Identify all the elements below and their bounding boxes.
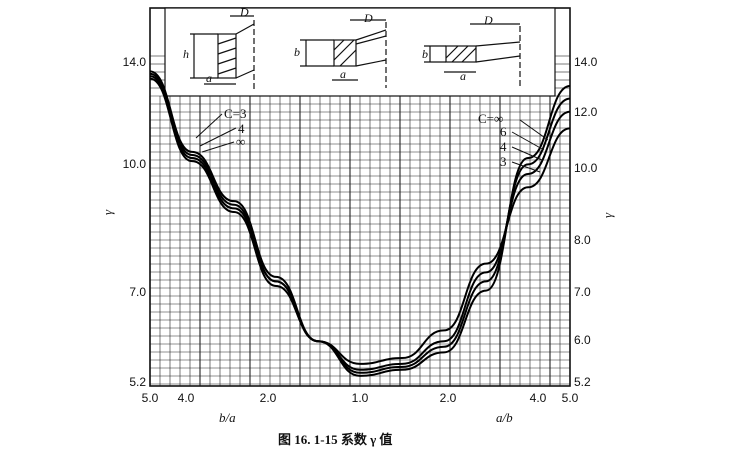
right-curve-label-6: 6 (500, 124, 507, 139)
figure-caption: 图 16. 1-15 系数 γ 值 (278, 432, 392, 447)
y-tick-label-left: 10.0 (123, 157, 147, 171)
y-tick-label-right: 7.0 (574, 285, 591, 299)
y-tick-label-right: 6.0 (574, 333, 591, 347)
y-axis-title-right: γ (600, 212, 615, 218)
inset-sketch-2 (300, 19, 387, 88)
x-tick-label: 1.0 (352, 391, 369, 405)
x-axis-title-right: a/b (496, 410, 513, 425)
series-curves (149, 70, 571, 377)
x-axis-title-left: b/a (219, 410, 236, 425)
inset-sketch-3 (424, 23, 521, 88)
inset-label-a-1: a (206, 71, 212, 85)
left-curve-label-c3: C=3 (224, 106, 247, 121)
inset-label-b-2: b (422, 47, 428, 61)
y-tick-labels-left: 14.0 10.0 7.0 5.2 (123, 55, 147, 389)
y-tick-label-right: 5.2 (574, 375, 591, 389)
y-tick-label-right: 14.0 (574, 55, 598, 69)
right-curve-label-4: 4 (500, 139, 507, 154)
left-curve-label-4: 4 (238, 121, 245, 136)
inset-sketch-1 (190, 15, 255, 90)
y-tick-label-left: 7.0 (129, 285, 146, 299)
right-label-leaders (511, 119, 549, 173)
series-line-3 (149, 70, 571, 377)
left-curve-label-inf: ∞ (236, 134, 245, 149)
x-tick-label: 5.0 (142, 391, 159, 405)
x-tick-label: 5.0 (562, 391, 579, 405)
x-tick-label: 2.0 (440, 391, 457, 405)
inset-label-a-2: a (340, 67, 346, 81)
inset-label-b-1: b (294, 45, 300, 59)
left-label-leaders (195, 113, 237, 153)
right-curve-label-3: 3 (500, 154, 507, 169)
y-tick-label-right: 10.0 (574, 161, 598, 175)
x-tick-label: 4.0 (178, 391, 195, 405)
y-tick-label-right: 12.0 (574, 105, 598, 119)
inset-label-a-3: a (460, 69, 466, 83)
y-tick-label-left: 14.0 (123, 55, 147, 69)
inset-label-h: h (183, 47, 189, 61)
y-tick-label-left: 5.2 (129, 375, 146, 389)
inset-panel (164, 7, 556, 97)
inset-label-D-3: D (483, 13, 493, 27)
y-axis-title-left: γ (100, 209, 115, 215)
y-tick-labels-right: 14.0 12.0 10.0 8.0 7.0 6.0 5.2 (574, 55, 598, 389)
x-tick-label: 2.0 (260, 391, 277, 405)
x-tick-label: 4.0 (530, 391, 547, 405)
x-tick-labels: 5.0 4.0 2.0 1.0 2.0 4.0 5.0 (142, 391, 579, 405)
inset-label-D-2: D (363, 11, 373, 25)
right-curve-label-cinf: C=∞ (478, 111, 503, 126)
inset-label-D-1: D (239, 5, 249, 19)
chart-grid (149, 55, 571, 386)
y-tick-label-right: 8.0 (574, 233, 591, 247)
